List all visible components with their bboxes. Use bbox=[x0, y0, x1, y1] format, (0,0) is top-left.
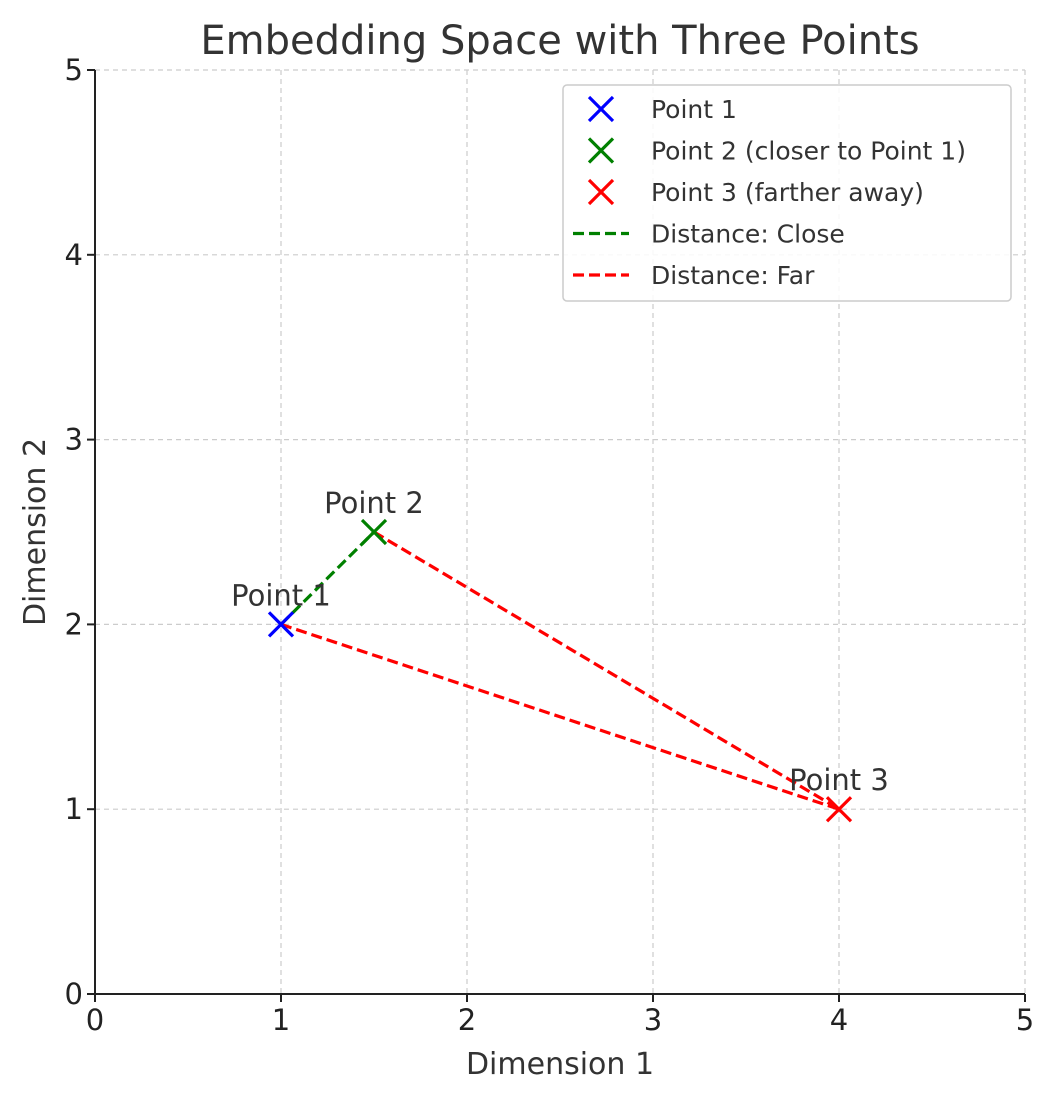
axes: 0 1 2 3 4 5 0 1 2 3 4 5 bbox=[65, 53, 1035, 1037]
x-tick-label: 0 bbox=[86, 1003, 104, 1037]
legend: Point 1 Point 2 (closer to Point 1) Point … bbox=[562, 84, 1012, 302]
point-marker-3 bbox=[825, 796, 853, 823]
y-tick-label: 4 bbox=[65, 238, 83, 272]
distance-lines bbox=[279, 530, 840, 811]
distance-line-1 bbox=[279, 530, 376, 626]
x-tick-label: 4 bbox=[830, 1003, 848, 1037]
legend-marker-2 bbox=[587, 137, 615, 164]
legend-marker-1 bbox=[587, 95, 615, 123]
legend-box bbox=[562, 84, 1012, 302]
y-axis-label: Dimension 2 bbox=[18, 438, 53, 626]
point-label-2: Point 2 bbox=[324, 486, 424, 520]
point-labels: Point 1 Point 2 Point 3 bbox=[231, 486, 889, 797]
legend-label-5: Distance: Far bbox=[651, 261, 815, 290]
point-label-1: Point 1 bbox=[231, 578, 331, 612]
data-points bbox=[267, 518, 853, 823]
point-marker-1 bbox=[267, 611, 295, 638]
x-tick-label: 1 bbox=[272, 1003, 290, 1037]
distance-line-3 bbox=[373, 530, 840, 811]
y-tick-label: 0 bbox=[65, 977, 83, 1011]
point-label-3: Point 3 bbox=[789, 763, 889, 797]
x-tick-label: 2 bbox=[458, 1003, 476, 1037]
legend-marker-3 bbox=[587, 178, 615, 206]
x-tick-label: 3 bbox=[644, 1003, 662, 1037]
point-marker-2 bbox=[360, 518, 388, 546]
y-tick-label: 2 bbox=[65, 607, 83, 641]
legend-label-2: Point 2 (closer to Point 1) bbox=[651, 137, 966, 166]
x-tick-label: 5 bbox=[1016, 1003, 1034, 1037]
y-tick-label: 1 bbox=[65, 792, 83, 826]
y-tick-label: 3 bbox=[65, 423, 83, 457]
distance-line-2 bbox=[280, 622, 840, 811]
y-tick-label: 5 bbox=[65, 53, 83, 87]
legend-label-1: Point 1 bbox=[651, 95, 737, 124]
x-axis-label: Dimension 1 bbox=[466, 1047, 654, 1082]
chart-title: Embedding Space with Three Points bbox=[200, 18, 919, 64]
legend-label-4: Distance: Close bbox=[651, 220, 845, 249]
legend-label-3: Point 3 (farther away) bbox=[651, 178, 924, 207]
